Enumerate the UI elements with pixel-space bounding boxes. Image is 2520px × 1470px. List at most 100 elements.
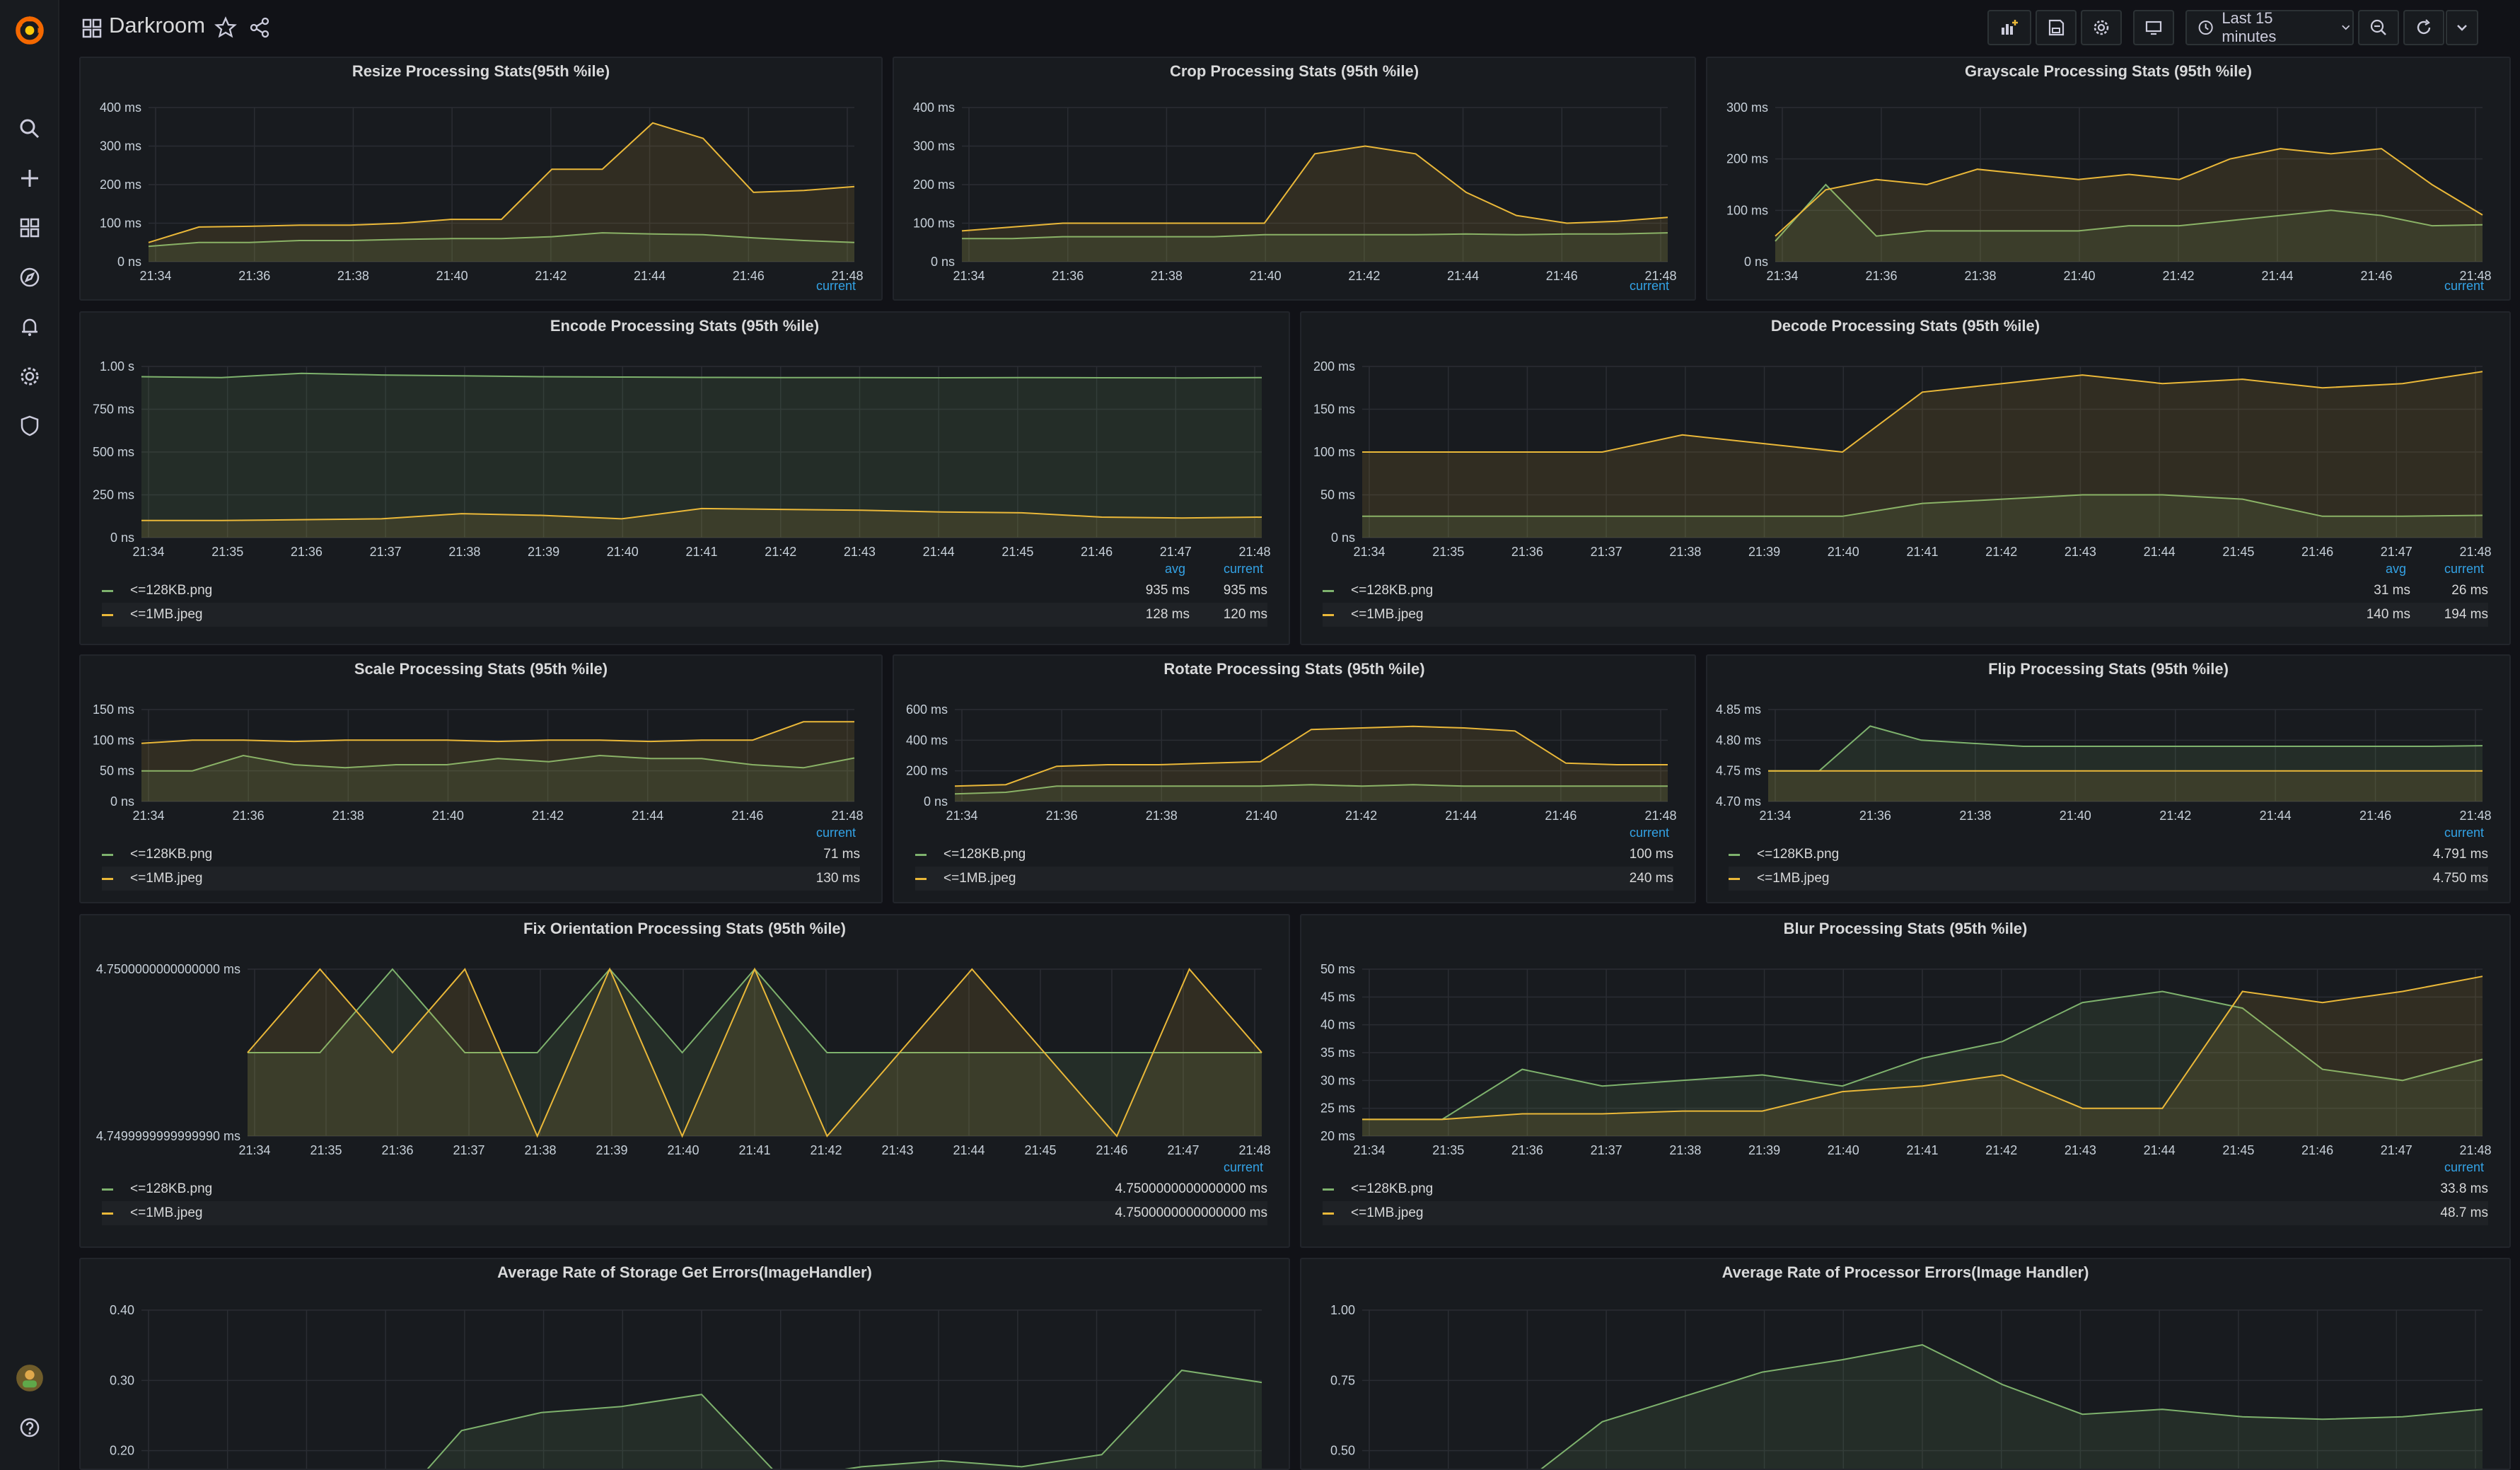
legend-item[interactable]: <=1MB.jpeg 4.750 ms (1729, 867, 2488, 891)
series-line[interactable] (141, 1370, 1262, 1470)
legend-item[interactable]: <=128KB.png 4.791 ms (1729, 843, 2488, 867)
series-line[interactable] (141, 507, 1262, 521)
legend-item[interactable]: <=1MB.jpeg 130 ms (102, 867, 860, 891)
legend-header[interactable]: current (1629, 279, 1669, 293)
series-line[interactable] (148, 232, 855, 248)
series-line[interactable] (1362, 494, 2483, 517)
legend-header[interactable]: current (2444, 826, 2484, 840)
legend-header[interactable]: current (2444, 562, 2484, 576)
panel-title[interactable]: Blur Processing Stats (95th %ile) (1783, 920, 2028, 937)
user-avatar[interactable] (0, 1357, 59, 1399)
legend-item[interactable]: <=128KB.png75 ms (915, 296, 1673, 301)
star-icon[interactable] (214, 16, 238, 40)
panel-10[interactable]: Average Rate of Storage Get Errors(Image… (79, 1258, 1290, 1470)
legend-item[interactable]: <=1MB.jpeg 48.7 ms (1323, 1201, 2488, 1225)
legend-header[interactable]: current (2444, 279, 2484, 293)
legend-header[interactable]: current (815, 279, 856, 293)
series-line[interactable] (961, 145, 1668, 232)
panel-title[interactable]: Decode Processing Stats (95th %ile) (1770, 317, 2040, 335)
panel-title[interactable]: Fix Orientation Processing Stats (95th %… (523, 920, 846, 937)
y-tick-label: 0 ns (117, 255, 141, 269)
panel-title[interactable]: Average Rate of Processor Errors(Image H… (1721, 1263, 2089, 1281)
panel-4[interactable]: Decode Processing Stats (95th %ile) 200 m… (1300, 311, 2511, 645)
series-line[interactable] (954, 784, 1668, 795)
series-line[interactable] (1362, 371, 2483, 453)
series-line[interactable] (1775, 148, 2483, 237)
dashboard-title[interactable]: Darkroom (109, 13, 206, 37)
panel-6[interactable]: Rotate Processing Stats (95th %ile) 600 m… (893, 654, 1696, 903)
series-line[interactable] (141, 754, 855, 772)
legend-item[interactable]: <=128KB.png 935 ms 935 ms (102, 579, 1267, 603)
series-line[interactable] (1362, 976, 2483, 1121)
panel-title[interactable]: Scale Processing Stats (95th %ile) (354, 660, 608, 678)
legend-header[interactable]: current (2444, 1160, 2484, 1174)
legend-item[interactable]: <=1MB.jpeg 128 ms 120 ms (102, 603, 1267, 627)
legend-item[interactable]: <=128KB.png 71 ms (102, 843, 860, 867)
x-tick-label: 21:34 (238, 1143, 270, 1157)
legend-header[interactable]: current (815, 826, 856, 840)
series-line[interactable] (141, 721, 854, 744)
share-icon[interactable] (248, 16, 272, 40)
legend-header[interactable]: current (1223, 562, 1263, 576)
panel-title[interactable]: Flip Processing Stats (95th %ile) (1988, 660, 2229, 678)
legend-item[interactable]: <=128KB.png 100 ms (915, 843, 1673, 867)
legend-item[interactable]: <=128KB.png 31 ms 26 ms (1323, 579, 2488, 603)
legend-header[interactable]: current (1629, 826, 1669, 840)
panel-3[interactable]: Encode Processing Stats (95th %ile) 1.00 … (79, 311, 1290, 645)
series-line[interactable] (1775, 183, 2483, 242)
series-line[interactable] (1362, 1344, 2483, 1470)
explore-compass-icon[interactable] (0, 256, 59, 299)
panel-title[interactable]: Encode Processing Stats (95th %ile) (550, 317, 820, 335)
legend-item[interactable]: <=128KB.png 33.8 ms (1323, 1177, 2488, 1201)
series-line[interactable] (247, 967, 1262, 1138)
panel-9[interactable]: Blur Processing Stats (95th %ile) 50 ms 45… (1300, 914, 2511, 1248)
series-line[interactable] (954, 725, 1668, 787)
legend-header[interactable]: avg (2385, 562, 2406, 576)
x-tick-label: 21:42 (1985, 545, 2017, 559)
save-dashboard-button[interactable] (2036, 10, 2077, 45)
refresh-interval-dropdown[interactable] (2446, 10, 2478, 45)
add-panel-button[interactable] (1987, 10, 2031, 45)
legend-item[interactable]: <=128KB.png 4.7500000000000000 ms (102, 1177, 1267, 1201)
series-line[interactable] (1768, 725, 2483, 772)
dashboards-grid-icon[interactable] (0, 207, 59, 249)
help-question-icon[interactable] (0, 1406, 59, 1449)
panel-7[interactable]: Flip Processing Stats (95th %ile) 4.85 ms… (1706, 654, 2511, 903)
tv-mode-button[interactable] (2133, 10, 2174, 45)
panel-title[interactable]: Grayscale Processing Stats (95th %ile) (1965, 62, 2252, 80)
legend-item[interactable]: <=1MB.jpeg 240 ms (915, 867, 1673, 891)
panel-title[interactable]: Crop Processing Stats (95th %ile) (1169, 62, 1419, 80)
refresh-button[interactable] (2403, 10, 2444, 45)
dashboard-settings-button[interactable] (2081, 10, 2122, 45)
panel-title[interactable]: Average Rate of Storage Get Errors(Image… (497, 1263, 872, 1281)
settings-gear-icon[interactable] (0, 355, 59, 398)
panel-0[interactable]: Resize Processing Stats(95th %ile) 400 ms… (79, 57, 883, 301)
series-line[interactable] (141, 372, 1262, 379)
series-line[interactable] (1362, 990, 2483, 1121)
series-line[interactable] (962, 232, 1668, 240)
series-line[interactable] (148, 122, 855, 243)
legend-header[interactable]: current (1223, 1160, 1263, 1174)
legend-header[interactable]: avg (1164, 562, 1185, 576)
legend-item[interactable]: <=1MB.jpeg 140 ms 194 ms (1323, 603, 2488, 627)
legend-item[interactable]: <=128KB.png50 ms (102, 296, 860, 299)
legend-item[interactable]: <=1MB.jpeg 4.7500000000000000 ms (102, 1201, 1267, 1225)
panel-11[interactable]: Average Rate of Processor Errors(Image H… (1300, 1258, 2511, 1470)
server-admin-shield-icon[interactable] (0, 405, 59, 447)
panel-5[interactable]: Scale Processing Stats (95th %ile) 150 ms… (79, 654, 883, 903)
panel-title[interactable]: Resize Processing Stats(95th %ile) (352, 62, 610, 80)
panel-2[interactable]: Grayscale Processing Stats (95th %ile) 30… (1706, 57, 2511, 301)
panel-8[interactable]: Fix Orientation Processing Stats (95th %… (79, 914, 1290, 1248)
legend-item[interactable]: <=128KB.png72 ms (1729, 296, 2488, 299)
panel-title[interactable]: Rotate Processing Stats (95th %ile) (1163, 660, 1425, 678)
grafana-logo-icon[interactable] (0, 6, 59, 55)
search-icon[interactable] (0, 108, 59, 150)
chart-svg: 4.7500000000000000 ms 4.7499999999999990 … (96, 962, 1271, 1157)
alerting-bell-icon[interactable] (0, 306, 59, 348)
create-plus-icon[interactable] (0, 157, 59, 199)
zoom-out-button[interactable] (2358, 10, 2399, 45)
time-range-picker[interactable]: Last 15 minutes (2185, 9, 2354, 45)
panel-1[interactable]: Crop Processing Stats (95th %ile) 400 ms 3… (893, 57, 1696, 301)
legend-series-name: <=128KB.png (943, 300, 1390, 301)
